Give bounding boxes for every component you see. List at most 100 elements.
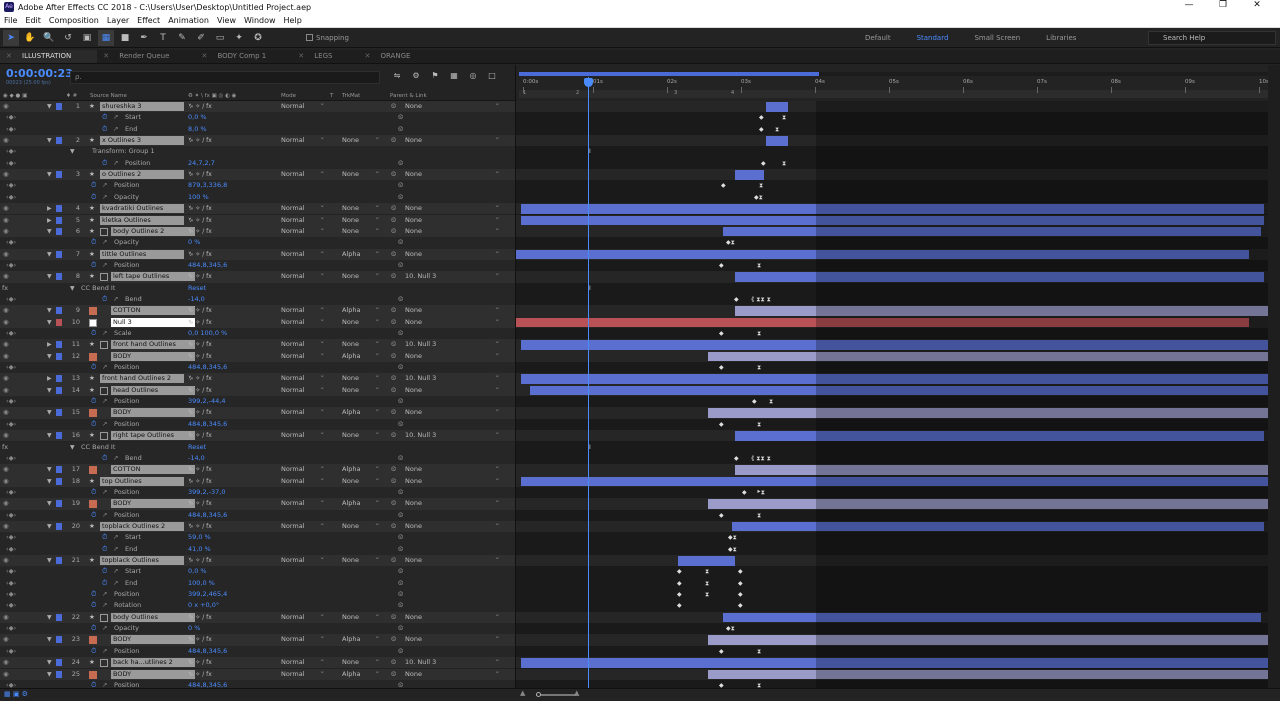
zoom-in-icon[interactable]: ▲ [574,689,580,697]
parent-dropdown[interactable]: None [405,473,500,487]
label-color-swatch[interactable] [56,670,62,678]
blend-mode-dropdown[interactable]: Normal [281,336,327,350]
layer-name[interactable]: right tape Outlines [111,431,195,441]
playhead-handle[interactable] [584,78,593,87]
layer-switches-icon[interactable]: ♑ ✧ / fx [188,466,212,474]
layer-name[interactable]: Null 3 [111,317,195,327]
layer-switches-icon[interactable]: ♑ ✧ / fx [188,477,212,485]
blend-mode-dropdown[interactable]: Normal [281,212,327,226]
parent-pickwhip-icon[interactable]: ⧀ [391,669,397,678]
layer-duration-bar[interactable] [516,249,1249,260]
label-color-swatch[interactable] [56,386,62,394]
parent-pickwhip-icon[interactable]: ⧀ [391,476,397,485]
parent-dropdown[interactable]: None [405,552,500,566]
layer-name[interactable]: top Outlines [100,476,184,486]
keyframe-icon[interactable]: ◆ [738,579,743,587]
layer-name[interactable]: BODY [111,669,195,679]
camera-tool-icon[interactable]: ▣ [82,32,92,43]
layer-row[interactable]: ◉ ▼ 10 Null 3♑ ✧ / fx Normal None ⧀ None [0,314,515,328]
label-color-swatch[interactable] [56,477,62,485]
comp-marker-bar[interactable]: 1 2 3 4 [519,90,1274,98]
parent-dropdown[interactable]: 10. Null 3 [405,427,500,441]
parent-pickwhip-icon[interactable]: ⧀ [391,306,397,315]
visibility-eye-icon[interactable]: ◉ [3,170,9,179]
layer-switches-icon[interactable]: ♑ ✧ / fx [188,216,212,224]
expand-triangle-icon[interactable]: ▼ [47,318,52,326]
label-color-swatch[interactable] [56,352,62,360]
property-row[interactable]: ‹◆› ⏱ ↗ Position 484,8,345,6 ⧀ [0,418,515,431]
layer-name[interactable]: BODY [111,499,195,509]
layer-row[interactable]: ◉ ▼ 3 ★ o Outlines 2 ♑ ✧ / fx Normal None ⧀ None [0,166,515,181]
expand-triangle-icon[interactable]: ▼ [47,171,52,179]
property-value[interactable]: 0 % [188,238,201,247]
layer-row[interactable]: ◉ ▼ 9 COTTON♑ ✧ / fx Normal Alpha ⧀ None [0,302,515,317]
visibility-eye-icon[interactable]: ◉ [3,351,9,360]
comp-marker[interactable]: 4 [731,90,735,96]
stopwatch-icon[interactable]: ⏱ [91,192,97,201]
keyframe-navigator-icon[interactable]: ‹◆› [6,624,17,633]
graph-icon[interactable]: ↗ [102,487,108,496]
tab-illustration[interactable]: ✕ ILLUSTRATION [0,50,98,63]
stopwatch-icon[interactable]: ⏱ [91,510,97,519]
stopwatch-icon[interactable]: ⏱ [91,419,97,428]
expression-pickwhip-icon[interactable]: ⧀ [398,578,404,587]
visibility-eye-icon[interactable]: ◉ [3,102,9,110]
property-value[interactable]: 484,8,345,6 [188,260,228,269]
blend-mode-dropdown[interactable]: Normal [281,654,327,668]
keyframe-icon[interactable]: ◆ [759,125,764,133]
expand-triangle-icon[interactable]: ▼ [47,557,52,564]
track-matte-dropdown[interactable]: None [342,473,382,487]
keyframe-icon[interactable]: ⧗ [757,420,762,428]
workspace-small-screen[interactable]: Small Screen [974,34,1021,42]
property-row[interactable]: ‹◆› ⏱ ↗ Position 484,8,345,6 ⧀ [0,645,515,658]
layer-duration-bar[interactable] [735,170,764,180]
property-value[interactable]: 399,2,-37,0 [188,487,226,496]
label-color-swatch[interactable] [56,250,62,258]
label-color-swatch[interactable] [56,500,62,508]
shy-icon[interactable]: ⚑ [431,71,439,80]
layer-row[interactable]: ◉ ▶ 11 ★ front hand Outlines♑ ✧ / fx Normal No… [0,336,515,351]
property-row[interactable]: ‹◆› ⏱ ↗ End 100,0 % ⧀ [0,577,515,590]
layer-duration-bar[interactable] [735,431,1264,441]
layer-duration-bar[interactable] [732,521,1264,532]
track-matte-dropdown[interactable]: None [342,382,382,396]
layer-row[interactable]: ◉ ▼ 24 ★ back ha...utlines 2♑ ✧ / fx Normal No… [0,654,515,669]
expand-triangle-icon[interactable]: ▼ [47,250,52,258]
layer-switches-icon[interactable]: ♑ ✧ / fx [188,659,212,667]
layer-duration-bar[interactable] [521,340,1269,350]
property-row[interactable]: ‹◆› ⏱ ↗ Rotation 0 x +0,0° ⧀ [0,600,515,612]
property-value[interactable]: 879,3,336,8 [188,181,228,190]
blend-mode-dropdown[interactable]: Normal [281,473,327,487]
label-color-swatch[interactable] [56,307,62,315]
keyframe-icon[interactable]: ⧗ [757,647,762,655]
keyframe-icon[interactable]: ◆ [719,364,724,372]
layer-switches-icon[interactable]: ♑ ✧ / fx [188,307,212,315]
visibility-eye-icon[interactable]: ◉ [3,556,9,564]
expand-triangle-icon[interactable]: ▼ [70,443,75,451]
label-color-swatch[interactable] [56,216,62,224]
tab-close-icon[interactable]: ✕ [364,52,371,60]
keyframe-icon[interactable]: ◆ [719,681,724,688]
expression-pickwhip-icon[interactable]: ⧀ [398,646,404,655]
parent-pickwhip-icon[interactable]: ⧀ [391,136,397,145]
layer-duration-bar[interactable] [521,215,1264,225]
layer-row[interactable]: ◉ ▼ 17 COTTON♑ ✧ / fx Normal Alpha ⧀ None [0,461,515,476]
expand-triangle-icon[interactable]: ▼ [70,148,75,156]
keyframe-icon[interactable]: ⧗ [757,261,762,269]
keyframe-icon[interactable]: ⧗ [757,364,762,372]
label-color-swatch[interactable] [56,227,62,235]
stopwatch-icon[interactable]: ⏱ [91,238,97,247]
layer-duration-bar[interactable] [723,612,1261,623]
property-row[interactable]: ‹◆› ⏱ ↗ End 8,0 % ⧀ [0,123,515,136]
maximize-icon[interactable]: ❐ [1218,0,1228,10]
parent-pickwhip-icon[interactable]: ⧀ [391,385,397,394]
blend-mode-dropdown[interactable]: Normal [281,370,327,384]
collapse-transform-icon[interactable] [100,432,108,441]
keyframe-icon[interactable]: ⟪ ⧗⧗ ⧗ [751,454,771,462]
parent-pickwhip-icon[interactable]: ⧀ [391,226,397,235]
graph-icon[interactable]: ↗ [113,294,119,303]
layer-switches-icon[interactable]: ♑ ✧ / fx [188,137,212,145]
keyframe-navigator-icon[interactable]: ‹◆› [6,294,17,303]
keyframe-icon[interactable]: ◆ [734,295,739,303]
parent-dropdown[interactable]: 10. Null 3 [405,654,500,668]
